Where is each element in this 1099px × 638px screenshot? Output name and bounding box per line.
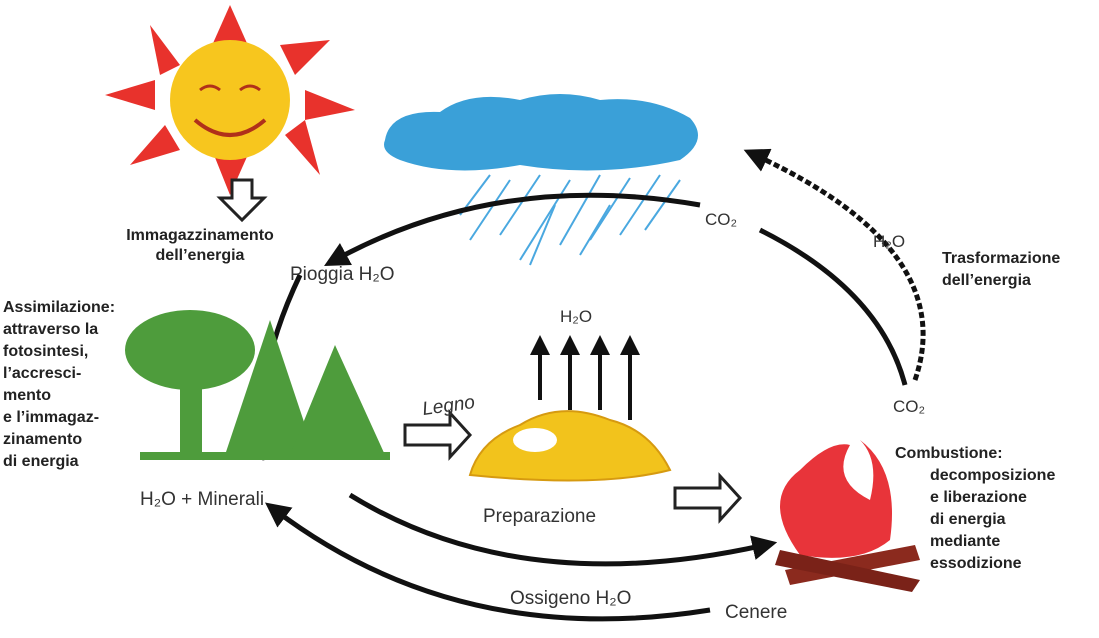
cycle-diagram: Immagazzinamento dell’energia Pioggia H₂… (0, 0, 1099, 638)
label-h2o-right: H₂O (873, 232, 905, 251)
text-line: di energia (3, 453, 79, 470)
label-co2-right: CO₂ (893, 397, 925, 416)
prep-arrow (675, 476, 740, 520)
label-co2-top: CO₂ (705, 210, 737, 229)
pile-highlight (513, 428, 557, 452)
rain (460, 175, 680, 265)
arc-right (760, 230, 905, 385)
text-line: Combustione: (895, 445, 1003, 462)
text-line: mento (3, 387, 51, 404)
text-line: decomposizione (930, 467, 1055, 484)
label-transformation: dell’energia (942, 272, 1031, 289)
text-line: l’accresci- (3, 365, 81, 382)
text-line: mediante (930, 533, 1000, 550)
label-combustion: Combustione: decomposizione e liberazion… (895, 445, 1055, 572)
label-h2o-center: H₂O (560, 307, 592, 326)
text-line: e l’immagaz- (3, 409, 99, 426)
label-storage: Immagazzinamento (126, 227, 274, 244)
wood-arrow (405, 413, 470, 457)
fire (775, 440, 920, 592)
label-preparation: Preparazione (483, 506, 596, 527)
text-line: fotosintesi, (3, 343, 88, 360)
text-line: zinamento (3, 431, 82, 448)
wood-pile (470, 411, 670, 480)
text-line: e liberazione (930, 489, 1027, 506)
trees (125, 310, 390, 460)
text-line: attraverso la (3, 321, 98, 338)
sun (105, 5, 355, 195)
label-storage: dell’energia (156, 247, 245, 264)
text-line: di energia (930, 511, 1006, 528)
vapor-arrows (540, 345, 630, 420)
label-assimilation: Assimilazione: attraverso la fotosintesi… (3, 299, 115, 470)
cloud (384, 94, 698, 170)
label-oxygen: Ossigeno H₂O (510, 588, 631, 609)
arrow-rain (335, 195, 700, 260)
text-line: Assimilazione: (3, 299, 115, 316)
arrow-transformation (755, 155, 923, 380)
label-ash: Cenere (725, 602, 787, 623)
label-rain: Pioggia H₂O (290, 264, 395, 285)
text-line: essodizione (930, 555, 1022, 572)
label-transformation: Trasformazione (942, 250, 1060, 267)
label-wood: Legno (421, 392, 476, 420)
label-minerals: H₂O + Minerali (140, 489, 264, 510)
